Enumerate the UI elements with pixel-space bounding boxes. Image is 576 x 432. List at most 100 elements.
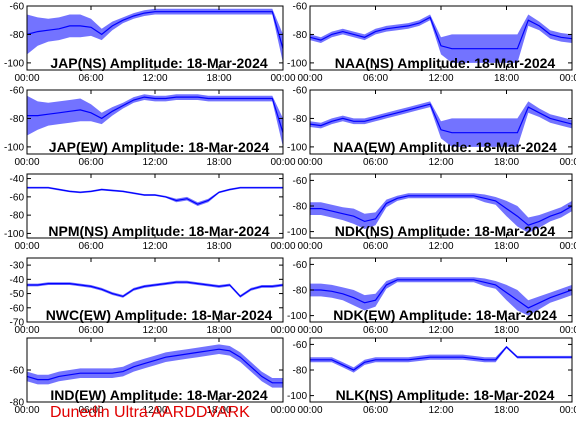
signal-trace	[310, 195, 572, 226]
x-tick-label: 18:00	[206, 405, 231, 416]
panel-title: NAA(EW) Amplitude: 18-Mar-2024	[333, 139, 557, 155]
x-tick-label: 00:00	[270, 157, 295, 168]
y-tick-label: -80	[293, 114, 308, 125]
signal-trace	[310, 16, 572, 50]
signal-trace	[27, 96, 283, 133]
y-tick-label: -100	[4, 58, 24, 69]
x-tick-label: 12:00	[142, 241, 167, 252]
x-tick-label: 12:00	[142, 157, 167, 168]
x-tick-label: 00:00	[559, 325, 576, 336]
signal-band	[27, 344, 283, 388]
x-tick-label: 06:00	[78, 405, 103, 416]
panel-nlk-ns: -100 -80 -60 00:00 06:00 12:00 18:00 00:00 NLK(N…	[287, 337, 576, 416]
x-tick-label: 00:00	[559, 241, 576, 252]
y-tick-label: -40	[10, 174, 25, 185]
panel-title: NDK(EW) Amplitude: 18-Mar-2024	[333, 307, 557, 323]
panel-title: NLK(NS) Amplitude: 18-Mar-2024	[336, 387, 555, 403]
x-tick-label: 00:00	[270, 325, 295, 336]
y-tick-label: -60	[293, 340, 308, 351]
panel-ndk-ew: -100-80-6000:0006:0012:0018:0000:00NDK(E…	[287, 257, 576, 336]
x-tick-label: 18:00	[206, 325, 231, 336]
signal-band	[310, 193, 572, 233]
x-tick-label: 18:00	[494, 73, 519, 84]
panel-title: NPM(NS) Amplitude: 18-Mar-2024	[48, 223, 269, 239]
panel-title: NAA(NS) Amplitude: 18-Mar-2024	[335, 55, 556, 71]
y-tick-label: -60	[293, 176, 308, 187]
x-tick-label: 12:00	[428, 73, 453, 84]
y-tick-label: -100	[287, 227, 307, 238]
footer-label: Dunedin Ultra AARDDVARK	[50, 404, 250, 421]
x-tick-label: 18:00	[494, 325, 519, 336]
x-tick-label: 06:00	[78, 157, 103, 168]
x-tick-label: 00:00	[14, 405, 39, 416]
panel-naa-ew: -100-80-6000:0006:0012:0018:0000:00NAA(E…	[287, 86, 576, 169]
y-tick-label: -60	[10, 366, 25, 377]
y-tick-label: -100	[287, 142, 307, 153]
x-tick-label: 06:00	[78, 241, 103, 252]
x-tick-label: 06:00	[78, 73, 103, 84]
x-tick-label: 12:00	[142, 325, 167, 336]
y-tick-label: -60	[10, 303, 25, 314]
x-tick-label: 00:00	[559, 405, 576, 416]
x-tick-label: 12:00	[428, 157, 453, 168]
signal-band	[310, 14, 572, 63]
x-tick-label: 00:00	[559, 157, 576, 168]
signal-trace	[310, 346, 572, 371]
panel-naa-ns: -100-80-6000:0006:0012:0018:0000:00NAA(N…	[287, 2, 576, 85]
y-tick-label: -80	[293, 366, 308, 377]
x-tick-label: 18:00	[206, 73, 231, 84]
y-tick-label: -60	[10, 2, 25, 13]
y-tick-label: -80	[293, 202, 308, 213]
x-tick-label: 12:00	[428, 325, 453, 336]
x-tick-label: 00:00	[14, 157, 39, 168]
y-tick-label: -100	[287, 58, 307, 69]
y-tick-label: -40	[10, 275, 25, 286]
x-tick-label: 00:00	[270, 241, 295, 252]
y-tick-label: -100	[287, 311, 307, 322]
x-tick-label: 18:00	[494, 157, 519, 168]
x-tick-label: 00:00	[297, 405, 322, 416]
signal-trace	[27, 11, 283, 49]
y-tick-label: -70	[10, 318, 25, 329]
signal-trace	[310, 279, 572, 309]
x-tick-label: 12:00	[428, 405, 453, 416]
y-tick-label: -80	[10, 398, 25, 409]
x-tick-label: 18:00	[494, 241, 519, 252]
y-tick-label: -100	[287, 391, 307, 402]
x-tick-label: 06:00	[78, 325, 103, 336]
y-tick-label: -80	[10, 211, 25, 222]
x-tick-label: 18:00	[206, 157, 231, 168]
panel-title: JAP(EW) Amplitude: 18-Mar-2024	[49, 139, 270, 155]
y-tick-label: -50	[10, 289, 25, 300]
y-tick-label: -100	[4, 142, 24, 153]
x-tick-label: 06:00	[363, 405, 388, 416]
y-tick-label: -60	[293, 260, 308, 271]
x-tick-label: 00:00	[270, 405, 295, 416]
x-tick-label: 00:00	[559, 73, 576, 84]
signal-trace	[27, 281, 283, 298]
x-tick-label: 06:00	[363, 73, 388, 84]
y-tick-label: -80	[293, 286, 308, 297]
panel-ndk-ns: -100-80-6000:0006:0012:0018:0000:00NDK(N…	[287, 173, 576, 252]
x-tick-label: 06:00	[363, 157, 388, 168]
y-tick-label: -80	[10, 30, 25, 41]
signal-band	[27, 280, 283, 298]
panel-title: NWC(EW) Amplitude: 18-Mar-2024	[46, 307, 273, 323]
x-tick-label: 00:00	[14, 325, 39, 336]
x-tick-label: 00:00	[297, 325, 322, 336]
y-tick-label: -60	[293, 86, 308, 97]
signal-band	[310, 101, 572, 147]
x-tick-label: 18:00	[206, 241, 231, 252]
x-tick-label: 12:00	[142, 73, 167, 84]
x-tick-label: 12:00	[142, 405, 167, 416]
x-tick-label: 00:00	[14, 241, 39, 252]
panel-title: IND(EW) Amplitude: 18-Mar-2024	[50, 387, 268, 403]
y-tick-label: -60	[293, 2, 308, 13]
y-tick-label: -80	[293, 30, 308, 41]
